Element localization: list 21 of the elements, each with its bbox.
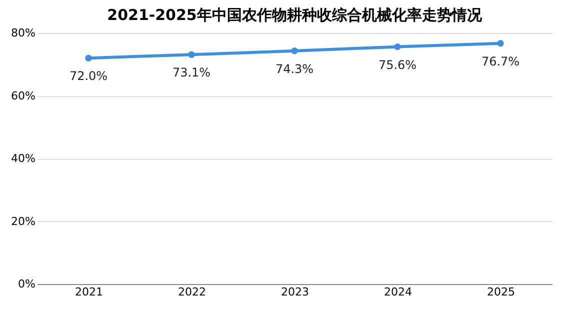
data-label: 73.1% <box>172 66 211 80</box>
y-tick-label: 80% <box>11 26 36 40</box>
data-label: 74.3% <box>275 62 314 76</box>
x-tick-label: 2022 <box>178 286 206 298</box>
y-tick-label: 40% <box>11 152 36 165</box>
x-tick-label: 2023 <box>281 286 309 298</box>
y-tick-label: 20% <box>11 214 36 228</box>
x-tick-label: 2021 <box>75 286 103 298</box>
point <box>85 54 92 62</box>
point <box>394 43 401 50</box>
y-tick-label: 0% <box>18 278 36 290</box>
x-tick-label: 2025 <box>487 286 515 298</box>
data-label: 72.0% <box>69 69 108 84</box>
y-tick-label: 60% <box>11 89 36 102</box>
data-label: 76.7% <box>481 54 520 68</box>
point <box>497 40 504 47</box>
point <box>291 48 298 54</box>
point <box>188 51 195 58</box>
chart-title: 2021-2025年中国农作物耕种收综合机械化率走势情况 <box>107 6 483 24</box>
x-tick-label: 2024 <box>384 286 412 298</box>
data-label: 75.6% <box>378 58 417 72</box>
